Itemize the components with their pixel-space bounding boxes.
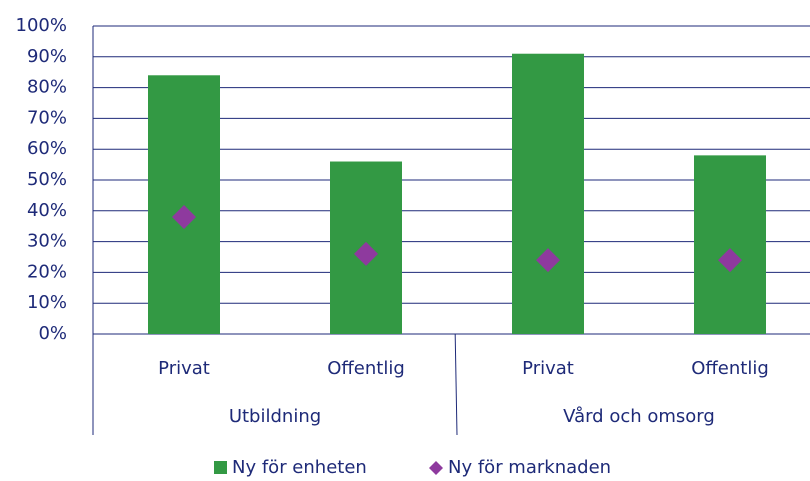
- legend-swatch: [429, 461, 443, 475]
- legend-label: Ny för marknaden: [448, 457, 611, 478]
- legend-label: Ny för enheten: [232, 457, 367, 478]
- y-tick-label: 70%: [27, 107, 67, 128]
- diamond-marker: [354, 241, 378, 266]
- diamond-marker: [172, 204, 196, 229]
- y-tick-label: 90%: [27, 46, 67, 67]
- y-tick-label: 100%: [16, 15, 67, 36]
- diamond-marker: [718, 248, 742, 273]
- x-tick-label: Offentlig: [691, 358, 769, 379]
- bar: [512, 53, 584, 334]
- y-tick-label: 40%: [27, 200, 67, 221]
- y-tick-label: 10%: [27, 292, 67, 313]
- y-tick-label: 50%: [27, 169, 67, 190]
- x-tick-label: Privat: [522, 358, 574, 379]
- group-label: Utbildning: [229, 406, 321, 427]
- y-tick-label: 80%: [27, 77, 67, 98]
- y-tick-label: 0%: [38, 323, 67, 344]
- bar: [148, 75, 220, 334]
- x-tick-label: Offentlig: [327, 358, 405, 379]
- legend-swatch: [214, 461, 227, 474]
- x-tick-label: Privat: [158, 358, 210, 379]
- y-tick-label: 30%: [27, 231, 67, 252]
- y-tick-label: 60%: [27, 138, 67, 159]
- diamond-marker: [536, 248, 560, 273]
- y-tick-label: 20%: [27, 261, 67, 282]
- bar: [694, 155, 766, 334]
- group-separator: [454, 333, 458, 436]
- group-label: Vård och omsorg: [563, 406, 715, 427]
